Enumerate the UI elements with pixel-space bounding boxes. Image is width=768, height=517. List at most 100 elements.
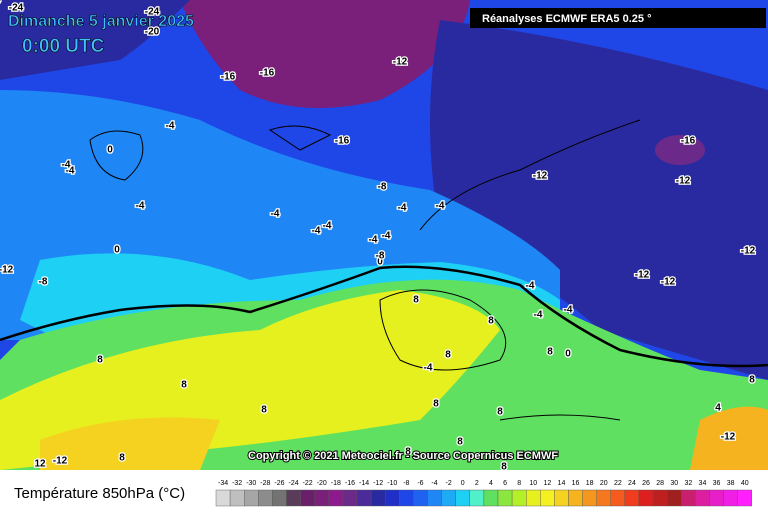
legend-swatch (215, 489, 231, 507)
contour-label: 8 (547, 347, 553, 358)
contour-label: -8 (378, 182, 387, 193)
warm-core (690, 406, 768, 470)
legend-label: -20 (317, 480, 327, 487)
legend-swatch (483, 489, 499, 507)
legend-label: -2 (446, 480, 452, 487)
contour-label: 8 (501, 462, 507, 473)
source: Réanalyses ECMWF ERA5 0.25 ° (482, 13, 651, 25)
legend-label: 24 (628, 480, 636, 487)
contour-label: 8 (749, 375, 755, 386)
legend-swatch (385, 489, 400, 507)
contour-label: 12 (34, 459, 46, 470)
contour-label: 8 (181, 380, 187, 391)
legend-swatch (328, 489, 344, 507)
legend-label: -10 (387, 480, 397, 487)
legend-swatch (243, 489, 259, 507)
legend-swatch (652, 489, 668, 507)
contour-label: -12 (635, 270, 650, 281)
legend-label: -16 (345, 480, 355, 487)
contour-label: 4 (715, 403, 721, 414)
coastline (89, 119, 641, 421)
contour-label: -8 (376, 251, 385, 262)
contour-label: -16 (221, 72, 236, 83)
cold-area (0, 0, 190, 80)
contour-label: -4 (382, 231, 391, 242)
zero-isotherm (0, 265, 768, 368)
legend-swatch (497, 489, 513, 507)
contour-label: -4 (312, 226, 321, 237)
cold-core (655, 135, 705, 165)
contour-label: -4 (424, 363, 433, 374)
legend-swatch (272, 489, 287, 507)
legend-swatch (455, 489, 471, 507)
legend-label: 20 (600, 480, 608, 487)
contour-label: -16 (681, 136, 696, 147)
legend-label: 18 (586, 480, 594, 487)
legend-swatch (737, 489, 753, 507)
contour-label: 8 (119, 453, 125, 464)
contour-label: -4 (436, 201, 445, 212)
contour-label: -12 (676, 176, 691, 187)
contour-label: 8 (457, 437, 463, 448)
legend-swatch (709, 489, 724, 507)
copyright: Copyright © 2021 Meteociel.fr - Source C… (248, 450, 558, 462)
source-box (470, 8, 766, 28)
legend-swatch (638, 489, 654, 507)
legend-label: -26 (274, 480, 284, 487)
contour-label: -20 (145, 27, 160, 38)
legend-swatch (667, 489, 682, 507)
contour-label: -12 (721, 432, 736, 443)
legend-label: -30 (246, 480, 256, 487)
legend-swatch (723, 489, 738, 507)
legend-swatch (568, 489, 583, 507)
contour-label: -24 (145, 7, 160, 18)
legend-label: 32 (684, 480, 692, 487)
legend-label: -14 (359, 480, 369, 487)
warm-core (40, 417, 220, 470)
legend-label: 4 (489, 480, 493, 487)
cold-area (430, 20, 768, 380)
contour-label: 8 (497, 407, 503, 418)
contour-label: -16 (335, 136, 350, 147)
contour-label: -12 (53, 456, 68, 467)
legend-swatch (258, 489, 273, 507)
legend-swatch (441, 489, 456, 507)
legend-swatch (554, 489, 569, 507)
legend-label: 22 (614, 480, 622, 487)
legend-label: -4 (431, 480, 437, 487)
legend-swatch (695, 489, 710, 507)
legend-label: 0 (461, 480, 465, 487)
zero-band (20, 253, 560, 340)
legend-label: 6 (503, 480, 507, 487)
contour-labels: -24 -24 -20 -16 -16 -12 -4 0 -4 -4 -4 -16 -8 -12 -16 -1… (0, 0, 757, 473)
contour-label: 8 (261, 405, 267, 416)
legend-swatch (286, 489, 301, 507)
legend-label: 36 (713, 480, 721, 487)
contour-label: -4 (398, 203, 407, 214)
contour-label: -12 (661, 277, 676, 288)
legend-label: 38 (727, 480, 735, 487)
contour-label: -16 (260, 68, 275, 79)
contour-label: 0 (107, 145, 113, 156)
legend-swatch (413, 489, 428, 507)
contour-label: 8 (97, 355, 103, 366)
contour-label: 0 (565, 349, 571, 360)
contour-label: 8 (405, 447, 411, 458)
contour-label: 8 (433, 399, 439, 410)
legend-label: 8 (517, 480, 521, 487)
legend-label: -18 (331, 480, 341, 487)
legend-label: 12 (543, 480, 551, 487)
legend-swatch (582, 489, 597, 507)
legend-label: -32 (232, 480, 242, 487)
legend-swatch (526, 489, 541, 507)
legend-swatch (596, 489, 612, 507)
legend-swatch (356, 489, 372, 507)
contour-label: -4 (526, 281, 535, 292)
legend-swatch (610, 489, 626, 507)
map-field: -24 -24 -20 -16 -16 -12 -4 0 -4 -4 -4 -16 -8 -12 -16 -1… (0, 0, 768, 473)
contour-label: -4 (66, 166, 75, 177)
legend-swatch (229, 489, 245, 507)
contour-label: -4 (534, 310, 543, 321)
contour-label: -24 (9, 3, 24, 14)
contour-label: -4 (136, 201, 145, 212)
